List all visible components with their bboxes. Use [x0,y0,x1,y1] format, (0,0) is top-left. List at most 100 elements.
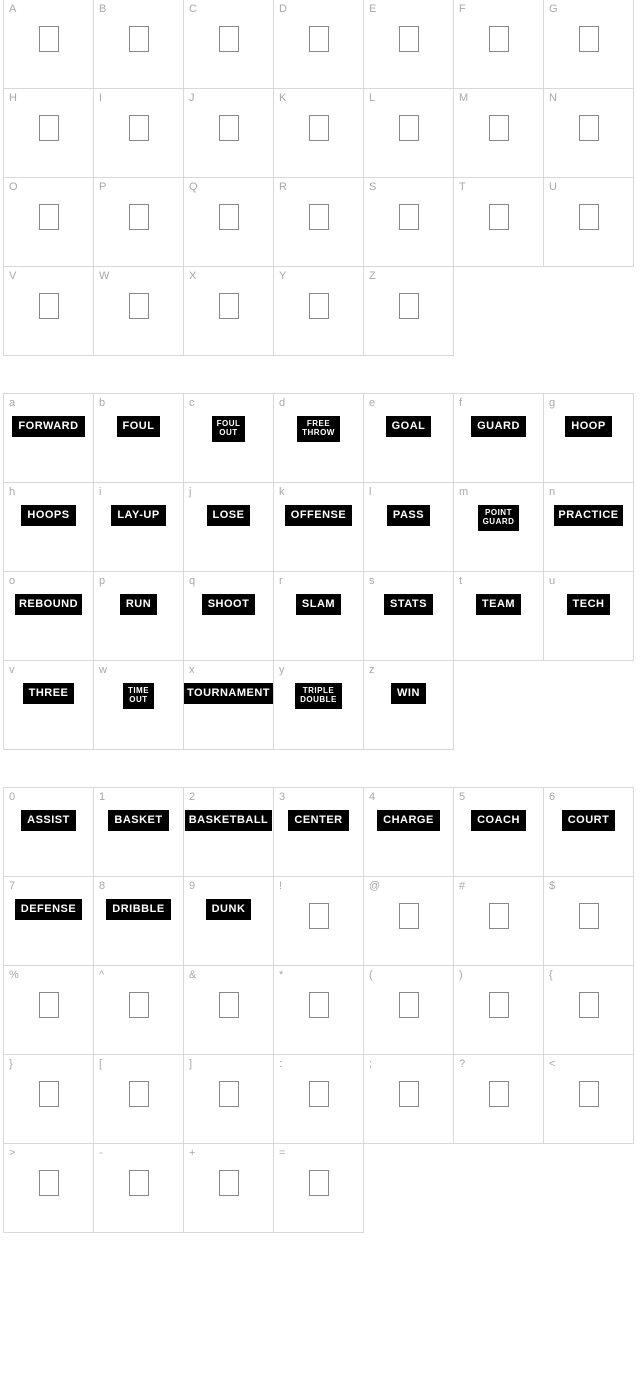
glyph-cell[interactable]: zWIN [363,660,454,750]
glyph-cell[interactable]: iLAY-UP [93,482,184,572]
glyph-cell[interactable]: 0ASSIST [3,787,94,877]
glyph-cell[interactable]: wTIMEOUT [93,660,184,750]
glyph-cell[interactable]: yTRIPLEDOUBLE [273,660,364,750]
glyph-cell[interactable]: lPASS [363,482,454,572]
glyph-cell[interactable]: tTEAM [453,571,544,661]
glyph-cell[interactable]: L [363,88,454,178]
glyph-cell[interactable]: kOFFENSE [273,482,364,572]
glyph-area: LOSE [184,505,273,545]
glyph-cell[interactable]: & [183,965,274,1055]
glyph-cell[interactable]: rSLAM [273,571,364,661]
glyph-cell[interactable]: } [3,1054,94,1144]
glyph-cell[interactable]: < [543,1054,634,1144]
glyph-cell[interactable]: qSHOOT [183,571,274,661]
glyph-cell[interactable]: N [543,88,634,178]
glyph-cell[interactable]: ] [183,1054,274,1144]
glyph-cell[interactable]: 8DRIBBLE [93,876,184,966]
glyph-chip: OFFENSE [285,505,352,526]
glyph-chip: TOURNAMENT [183,683,274,704]
glyph-cell[interactable]: ! [273,876,364,966]
glyph-cell[interactable]: : [273,1054,364,1144]
glyph-cell[interactable]: X [183,266,274,356]
glyph-area: POINTGUARD [454,505,543,545]
glyph-cell[interactable]: hHOOPS [3,482,94,572]
glyph-cell[interactable]: O [3,177,94,267]
glyph-cell[interactable]: W [93,266,184,356]
glyph-cell[interactable]: 7DEFENSE [3,876,94,966]
glyph-cell[interactable]: ( [363,965,454,1055]
glyph-area [544,111,633,151]
glyph-cell[interactable]: F [453,0,544,89]
glyph-cell[interactable]: fGUARD [453,393,544,483]
glyph-cell[interactable]: { [543,965,634,1055]
glyph-cell[interactable]: sSTATS [363,571,454,661]
glyph-cell[interactable]: $ [543,876,634,966]
glyph-cell[interactable]: 2BASKETBALL [183,787,274,877]
glyph-cell[interactable]: % [3,965,94,1055]
glyph-cell[interactable]: bFOUL [93,393,184,483]
glyph-cell[interactable]: ) [453,965,544,1055]
glyph-cell[interactable]: # [453,876,544,966]
glyph-cell[interactable]: M [453,88,544,178]
glyph-cell[interactable]: D [273,0,364,89]
glyph-cell[interactable]: R [273,177,364,267]
glyph-cell[interactable]: 5COACH [453,787,544,877]
glyph-cell[interactable]: 9DUNK [183,876,274,966]
glyph-cell[interactable]: V [3,266,94,356]
glyph-cell[interactable]: ? [453,1054,544,1144]
glyph-cell[interactable]: 1BASKET [93,787,184,877]
glyph-cell[interactable]: A [3,0,94,89]
glyph-cell[interactable]: @ [363,876,454,966]
glyph-cell[interactable]: uTECH [543,571,634,661]
glyph-cell[interactable]: oREBOUND [3,571,94,661]
glyph-cell[interactable]: nPRACTICE [543,482,634,572]
glyph-area [4,289,93,329]
empty-glyph-box [219,204,239,230]
glyph-area: DRIBBLE [94,899,183,939]
glyph-cell[interactable]: I [93,88,184,178]
glyph-cell[interactable]: U [543,177,634,267]
glyph-cell[interactable]: + [183,1143,274,1233]
glyph-cell[interactable]: gHOOP [543,393,634,483]
glyph-cell[interactable]: B [93,0,184,89]
glyph-cell[interactable]: 4CHARGE [363,787,454,877]
glyph-chip: LAY-UP [111,505,165,526]
glyph-cell[interactable]: 6COURT [543,787,634,877]
glyph-cell[interactable]: E [363,0,454,89]
glyph-cell[interactable]: * [273,965,364,1055]
glyph-cell[interactable]: S [363,177,454,267]
empty-glyph-box [129,1081,149,1107]
glyph-cell[interactable]: G [543,0,634,89]
glyph-cell[interactable]: xTOURNAMENT [183,660,274,750]
cell-label: < [549,1058,555,1070]
empty-glyph-box [579,115,599,141]
glyph-cell[interactable]: mPOINTGUARD [453,482,544,572]
glyph-cell[interactable]: Q [183,177,274,267]
glyph-cell[interactable]: J [183,88,274,178]
glyph-area [454,899,543,939]
glyph-chip: WIN [391,683,426,704]
glyph-cell[interactable]: T [453,177,544,267]
glyph-cell[interactable]: H [3,88,94,178]
glyph-cell[interactable]: 3CENTER [273,787,364,877]
glyph-cell[interactable]: > [3,1143,94,1233]
glyph-cell[interactable]: K [273,88,364,178]
glyph-cell[interactable]: = [273,1143,364,1233]
glyph-cell[interactable]: ; [363,1054,454,1144]
glyph-cell[interactable]: eGOAL [363,393,454,483]
glyph-cell[interactable]: Y [273,266,364,356]
glyph-cell[interactable]: Z [363,266,454,356]
glyph-cell[interactable]: P [93,177,184,267]
glyph-cell[interactable]: dFREETHROW [273,393,364,483]
glyph-cell[interactable]: cFOULOUT [183,393,274,483]
glyph-cell[interactable]: pRUN [93,571,184,661]
glyph-cell[interactable]: aFORWARD [3,393,94,483]
glyph-cell[interactable]: jLOSE [183,482,274,572]
glyph-cell[interactable]: vTHREE [3,660,94,750]
glyph-cell[interactable]: - [93,1143,184,1233]
glyph-cell[interactable]: [ [93,1054,184,1144]
glyph-cell[interactable]: ^ [93,965,184,1055]
cell-label: P [99,181,106,193]
glyph-cell[interactable]: C [183,0,274,89]
glyph-area [4,200,93,240]
